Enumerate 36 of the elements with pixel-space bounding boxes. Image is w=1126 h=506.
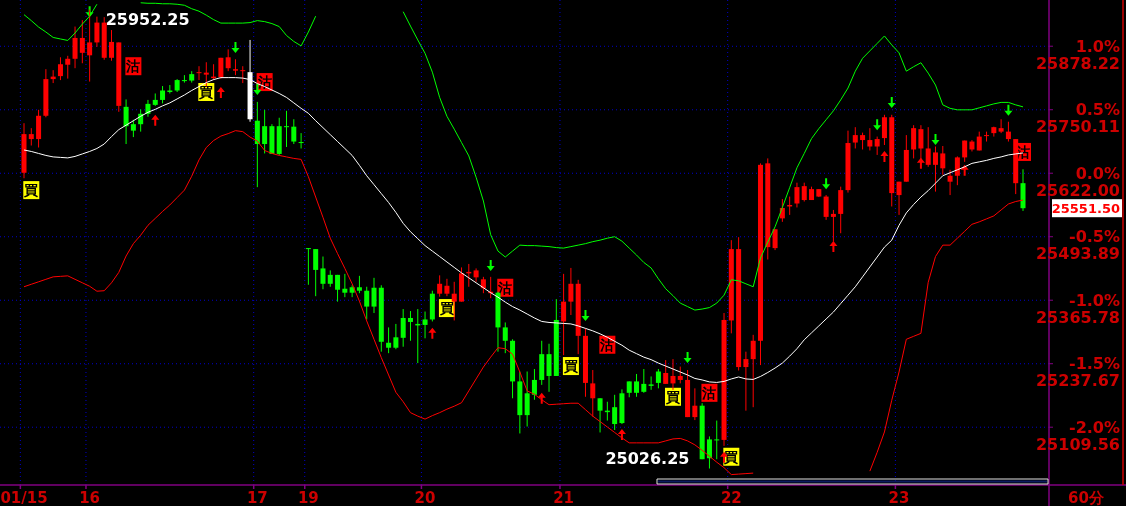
y2-tick-label: -1.5% (1068, 354, 1120, 374)
x-tick-label: 19 (297, 489, 319, 506)
y2-tick-label: -1.0% (1068, 290, 1120, 310)
y-tick-label: 25750.11 (1035, 117, 1120, 137)
x-tick-label: 01/15 (0, 489, 48, 506)
y2-tick-label: 0.5% (1075, 100, 1120, 120)
text: 25551.50 (1051, 200, 1120, 216)
series-label: 買 (562, 358, 578, 375)
y-tick-label: 25237.67 (1035, 371, 1120, 391)
text: 25952.25 (105, 10, 190, 30)
x-axis-title: 60分 (1068, 489, 1105, 506)
y-tick-label: 25365.78 (1035, 307, 1120, 327)
text: 買 (665, 388, 680, 405)
x-tick-label: 17 (246, 489, 268, 506)
y2-tick-label: 1.0% (1075, 36, 1120, 56)
series-label: 沽 (125, 58, 141, 75)
text: 買 (439, 300, 454, 317)
y-tick-label: 25493.89 (1035, 244, 1120, 264)
y2-tick-label: -0.5% (1068, 227, 1120, 247)
x-tick-label: 23 (888, 489, 910, 506)
y2-tick-label: -2.0% (1068, 417, 1120, 437)
y-tick-label: 25878.22 (1035, 53, 1120, 73)
text: 買 (199, 83, 214, 100)
text: 沽 (600, 336, 615, 353)
x-tick-label: 20 (414, 489, 436, 506)
text: 沽 (257, 74, 272, 91)
y-tick-label: 25109.56 (1035, 434, 1120, 454)
text: 買 (24, 182, 39, 199)
text: 沽 (498, 279, 513, 296)
y2-tick-label: 0.0% (1075, 163, 1120, 183)
x-tick-label: 16 (79, 489, 101, 506)
text: 25026.25 (605, 449, 690, 469)
y-tick-label: 25622.00 (1035, 180, 1120, 200)
text: 沽 (702, 384, 717, 401)
x-tick-label: 22 (720, 489, 742, 506)
x-tick-label: 21 (553, 489, 575, 506)
